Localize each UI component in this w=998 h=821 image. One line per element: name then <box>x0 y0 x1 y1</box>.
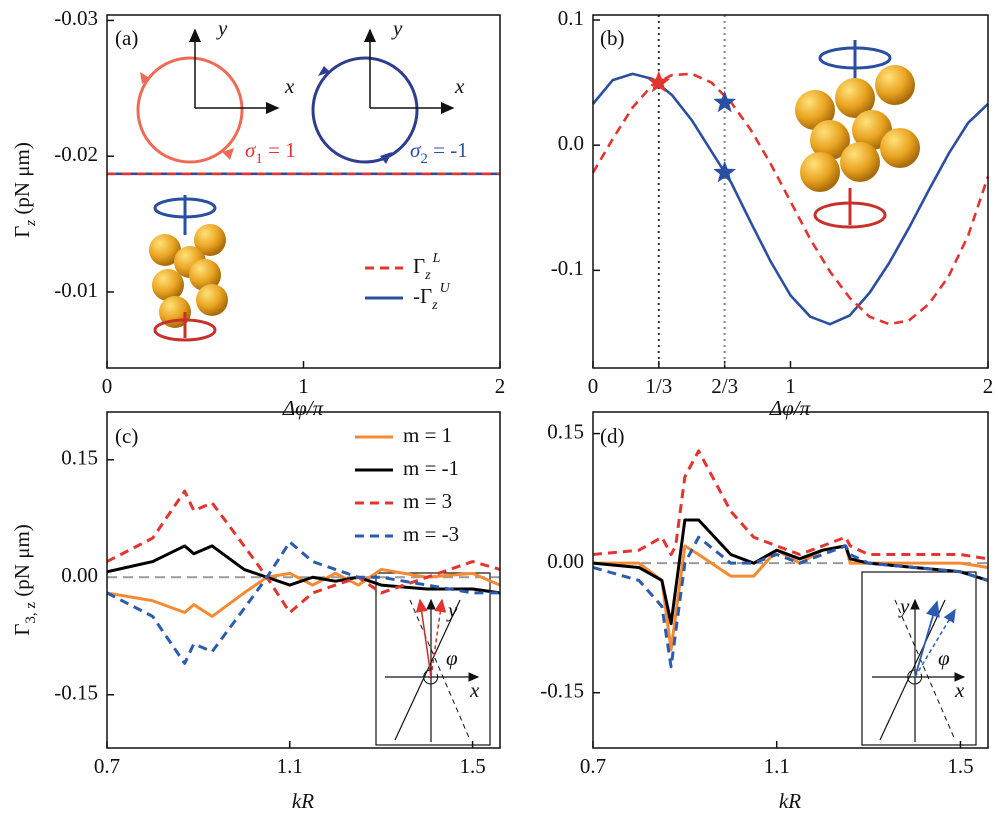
legend-text: -Γ <box>413 284 432 308</box>
y-tick-label: 0.15 <box>547 419 584 443</box>
x-tick-label: 1.1 <box>764 754 790 778</box>
data-line <box>593 74 988 324</box>
legend-label: m = -3 <box>403 522 459 546</box>
legend-text: m = 1 <box>403 423 452 447</box>
legend-sup: L <box>432 251 441 266</box>
annotation: σ2 = -1 <box>410 138 468 168</box>
x-tick-label: 0.7 <box>94 754 120 778</box>
legend-text: m = -3 <box>403 522 459 546</box>
x-tick-label: 2 <box>495 374 506 398</box>
y-tick-label: -0.01 <box>54 278 98 302</box>
y-axis-label: Γ3, z (pN μm) <box>10 524 40 636</box>
annotation: y <box>216 16 228 40</box>
legend-label: m = 3 <box>403 489 452 513</box>
annotation: x <box>284 74 295 98</box>
y-axis-label: Γz (pN μm) <box>10 142 40 238</box>
y-tick-label: 0.00 <box>547 549 584 573</box>
panel-label: (a) <box>115 26 138 50</box>
y-tick-label: 0.00 <box>61 563 98 587</box>
x-tick-label: 0.7 <box>580 754 606 778</box>
y-tick-label: -0.1 <box>551 256 584 280</box>
legend-label: m = 1 <box>403 423 452 447</box>
annotation: x <box>954 678 965 702</box>
legend-label: m = -1 <box>403 456 459 480</box>
legend-text: m = -1 <box>403 456 459 480</box>
y-tick-label: -0.15 <box>540 679 584 703</box>
annotation: y <box>898 594 910 618</box>
legend-label: ΓzL <box>413 251 441 283</box>
panel-label: (d) <box>600 424 625 448</box>
legend-sub: z <box>431 298 438 313</box>
y-tick-label: -0.15 <box>54 681 98 705</box>
annotation: φ <box>446 646 458 670</box>
y-tick-label: 0.1 <box>558 6 584 30</box>
x-tick-label: 2/3 <box>711 374 738 398</box>
figure: (a) (b) (c) (d) Δφ/π Δφ/π kR kR Γz (pN μ… <box>0 0 998 821</box>
annotation: y <box>446 598 458 622</box>
x-tick-label: 0 <box>102 374 113 398</box>
particle-cluster <box>795 40 920 227</box>
annotation: σ1 = 1 <box>245 138 296 168</box>
particle-cluster <box>149 195 228 340</box>
x-axis-label: Δφ/π <box>282 396 324 420</box>
legend-sup: U <box>440 281 451 296</box>
x-tick-label: 1 <box>298 374 309 398</box>
star-marker <box>647 71 670 93</box>
x-tick-label: 1.5 <box>459 754 485 778</box>
x-axis-label: Δφ/π <box>769 396 811 420</box>
x-axis-label: kR <box>779 789 801 813</box>
y-tick-label: -0.02 <box>54 142 98 166</box>
y-tick-label: 0.0 <box>558 131 584 155</box>
y-tick-label: 0.15 <box>61 446 98 470</box>
legend-text: m = 3 <box>403 489 452 513</box>
panel-label: (b) <box>600 26 625 50</box>
annotation: y <box>391 16 403 40</box>
panel-label: (c) <box>115 424 138 448</box>
x-tick-label: 1.1 <box>277 754 303 778</box>
x-axis-label: kR <box>292 789 314 813</box>
inset-diagram <box>862 572 976 745</box>
x-tick-label: 1.5 <box>947 754 973 778</box>
data-line <box>593 451 988 559</box>
legend-sub: z <box>424 268 431 283</box>
y-tick-label: -0.03 <box>54 6 98 30</box>
x-tick-label: 2 <box>983 374 994 398</box>
star-marker <box>713 91 736 113</box>
legend-label: -ΓzU <box>413 281 451 313</box>
annotation: x <box>469 678 480 702</box>
annotation: φ <box>938 646 950 670</box>
x-tick-label: 1/3 <box>645 374 672 398</box>
inset-diagram <box>376 573 490 745</box>
legend-text: Γ <box>413 254 425 278</box>
x-tick-label: 0 <box>588 374 599 398</box>
data-line <box>593 74 988 324</box>
star-marker <box>713 161 736 183</box>
annotation: x <box>454 74 465 98</box>
x-tick-label: 1 <box>785 374 796 398</box>
